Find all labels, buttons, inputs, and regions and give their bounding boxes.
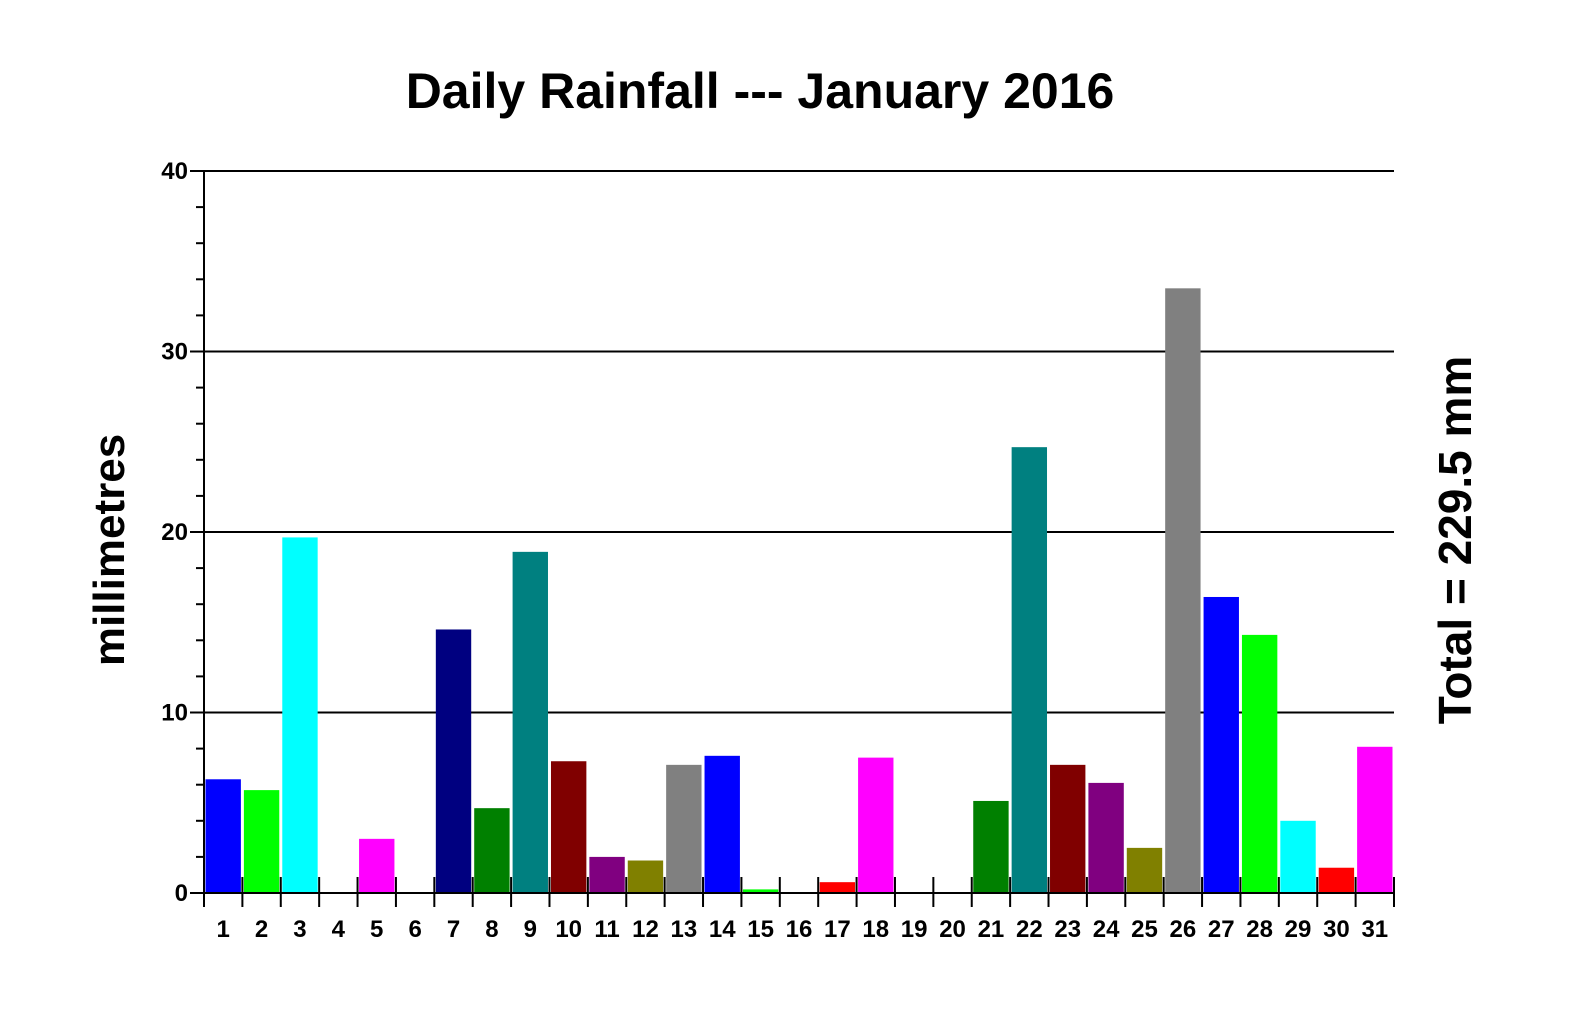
- bar-25: [1126, 847, 1163, 893]
- bar-14: [704, 755, 740, 893]
- bars: [205, 288, 1393, 893]
- bar-8: [474, 808, 510, 893]
- y-tick-label: 10: [161, 700, 188, 727]
- x-tick-label: 31: [1361, 916, 1388, 943]
- x-tick-label: 28: [1246, 916, 1273, 943]
- bar-31: [1357, 746, 1393, 893]
- x-tick-label: 16: [786, 916, 813, 943]
- x-tick-label: 30: [1323, 916, 1350, 943]
- x-tick-label: 10: [555, 916, 582, 943]
- bar-29: [1280, 820, 1316, 893]
- bar-22: [1011, 447, 1048, 893]
- x-tick-label: 13: [670, 916, 697, 943]
- bar-11: [589, 856, 625, 893]
- x-tick-label: 2: [255, 916, 268, 943]
- bar-27: [1203, 596, 1239, 893]
- bar-2: [243, 790, 280, 893]
- x-tick-label: 6: [408, 916, 421, 943]
- chart-title: Daily Rainfall --- January 2016: [405, 63, 1115, 119]
- x-tick-label: 17: [824, 916, 851, 943]
- y-tick-labels: 0 10 20 30 40: [161, 158, 188, 907]
- bar-15: [742, 889, 779, 893]
- x-tick-label: 1: [217, 916, 230, 943]
- x-tick-label: 7: [447, 916, 460, 943]
- bar-23: [1050, 764, 1086, 893]
- x-tick-label: 3: [293, 916, 306, 943]
- y-tick-label: 30: [161, 339, 188, 366]
- x-tick-label: 15: [747, 916, 774, 943]
- x-tick-label: 25: [1131, 916, 1158, 943]
- x-tick-label: 5: [370, 916, 383, 943]
- x-tick-labels: 1 2 3 4 5 6 7 8 9 10 11 12 13 14 15 16 17 18 19 20 21 22 23 24 2…: [217, 916, 1389, 943]
- x-tick-label: 26: [1170, 916, 1197, 943]
- bar-18: [858, 757, 894, 893]
- x-tick-label: 21: [978, 916, 1005, 943]
- bar-12: [627, 860, 664, 893]
- bar-21: [973, 800, 1009, 893]
- x-tick-label: 23: [1054, 916, 1081, 943]
- x-tick-label: 8: [485, 916, 498, 943]
- x-tick-label: 11: [594, 916, 619, 943]
- x-tick-label: 24: [1093, 916, 1120, 943]
- bar-30: [1318, 867, 1355, 893]
- bar-28: [1241, 634, 1278, 893]
- bar-7: [435, 629, 472, 893]
- x-tick-label: 18: [862, 916, 889, 943]
- bar-10: [550, 761, 587, 893]
- bar-1: [205, 779, 241, 893]
- bar-13: [666, 764, 702, 893]
- bar-3: [282, 537, 318, 893]
- y-tick-label: 0: [175, 880, 188, 907]
- x-tick-label: 12: [632, 916, 659, 943]
- x-tick-label: 22: [1016, 916, 1043, 943]
- x-tick-label: 27: [1208, 916, 1235, 943]
- x-tick-label: 14: [709, 916, 736, 943]
- x-tick-label: 29: [1285, 916, 1312, 943]
- bar-5: [359, 838, 395, 893]
- x-tick-label: 9: [524, 916, 537, 943]
- bar-24: [1088, 782, 1124, 893]
- axes: [190, 170, 1395, 907]
- y-tick-label: 20: [161, 519, 188, 546]
- bar-26: [1165, 288, 1201, 893]
- bar-9: [512, 551, 548, 893]
- bar-17: [819, 882, 856, 893]
- y-tick-label: 40: [161, 158, 188, 185]
- x-tick-label: 19: [901, 916, 928, 943]
- x-tick-label: 4: [332, 916, 346, 943]
- x-tick-label: 20: [939, 916, 966, 943]
